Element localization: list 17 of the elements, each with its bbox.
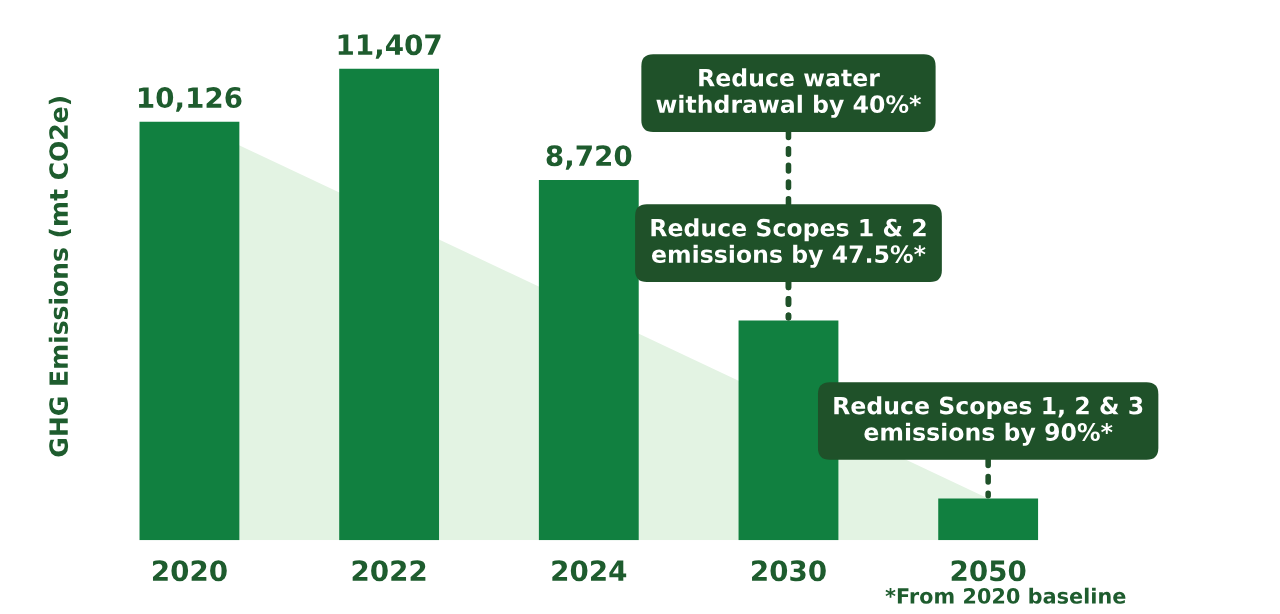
data-label: 8,720	[546, 145, 632, 170]
bar	[339, 68, 440, 541]
bar	[938, 498, 1039, 541]
x-tick-label: 2020	[152, 560, 227, 582]
data-label: 10,126	[138, 87, 242, 112]
x-tick-label: 2022	[352, 560, 426, 582]
x-tick-label: 2050	[951, 560, 1026, 582]
data-label: 11,407	[338, 34, 441, 59]
annotation: Reduce water withdrawal by 40%*	[656, 68, 921, 118]
bar	[139, 121, 240, 541]
text: *From 2020 baseline	[885, 587, 1126, 604]
annotation: Reduce Scopes 1, 2 & 3 emissions by 90%*	[834, 396, 1143, 446]
bar	[538, 179, 639, 541]
annotation: Reduce Scopes 1 & 2 emissions by 47.5%*	[651, 218, 926, 268]
y-axis-title: GHG Emissions (mt CO2e)	[48, 97, 72, 457]
x-tick-label: 2024	[552, 560, 627, 582]
x-tick-label: 2030	[752, 560, 826, 582]
